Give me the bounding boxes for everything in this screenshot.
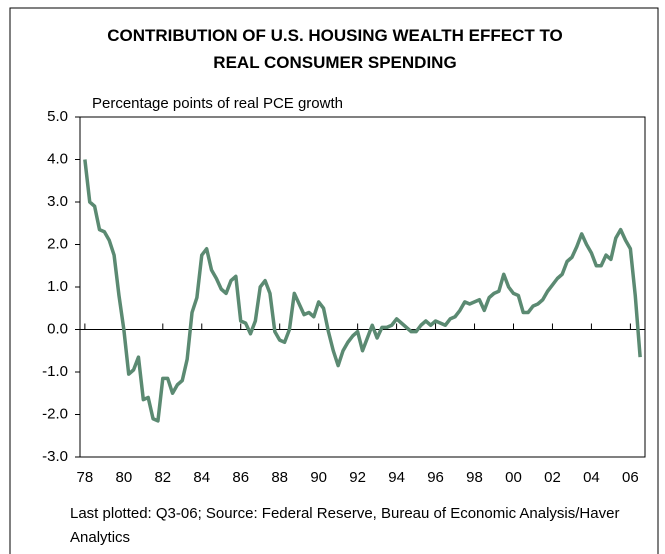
y-tick-label: 2.0 (47, 235, 68, 252)
x-tick-label: 96 (427, 469, 444, 486)
x-tick-label: 92 (349, 469, 366, 486)
x-tick-label: 78 (77, 469, 94, 486)
x-tick-label: 94 (388, 469, 405, 486)
y-tick-label: -3.0 (42, 448, 68, 465)
title-box: CONTRIBUTION OF U.S. HOUSING WEALTH EFFE… (107, 26, 563, 72)
chart-title: CONTRIBUTION OF U.S. HOUSING WEALTH EFFE… (107, 26, 563, 72)
x-tick-label: 98 (466, 469, 483, 486)
subtitle: Percentage points of real PCE growth (92, 95, 343, 112)
x-tick-label: 90 (310, 469, 327, 486)
x-tick-label: 84 (193, 469, 210, 486)
x-tick-label: 00 (505, 469, 522, 486)
frame (9, 7, 659, 554)
x-tick-label: 80 (115, 469, 132, 486)
x-tick-label: 04 (583, 469, 600, 486)
y-tick-label: -1.0 (42, 363, 68, 380)
y-tick-label: 3.0 (47, 193, 68, 210)
source-note: Last plotted: Q3-06; Source: Federal Res… (70, 505, 620, 546)
y-tick-label: 5.0 (47, 108, 68, 125)
x-tick-label: 06 (622, 469, 639, 486)
series-line (83, 159, 642, 423)
y-tick-label: 1.0 (47, 278, 68, 295)
x-tick-label: 02 (544, 469, 561, 486)
x-tick-label: 82 (154, 469, 171, 486)
x-tick-label: 86 (232, 469, 249, 486)
y-tick-label: -2.0 (42, 405, 68, 422)
x-tick-label: 88 (271, 469, 288, 486)
plot-frame (79, 116, 646, 458)
y-tick-label: 0.0 (47, 320, 68, 337)
y-tick-label: 4.0 (47, 150, 68, 167)
